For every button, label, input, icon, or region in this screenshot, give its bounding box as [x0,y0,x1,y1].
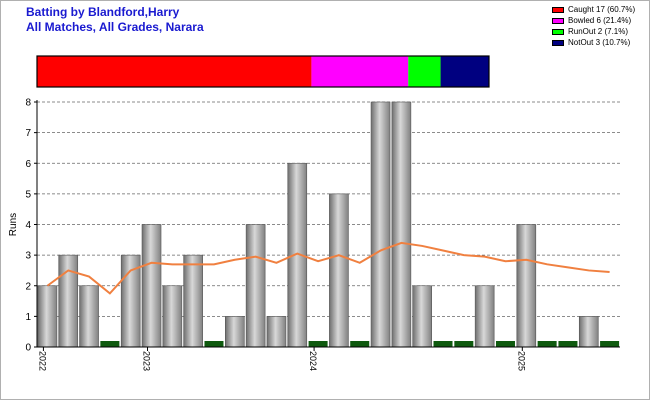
zero-marker-innings-26 [558,341,578,347]
zero-marker-innings-16 [350,341,370,347]
legend-label-notout: NotOut 3 (10.7%) [568,38,631,47]
legend: Caught 17 (60.7%) Bowled 6 (21.4%) RunOu… [552,4,635,48]
y-tick-label-5: 5 [25,189,31,200]
bar-innings-15 [329,193,349,348]
legend-item-runout: RunOut 2 (7.1%) [552,26,635,37]
bar-innings-22 [474,285,495,348]
bar-innings-8 [183,254,203,348]
zero-marker-innings-28 [600,341,620,347]
legend-label-runout: RunOut 2 (7.1%) [568,27,629,36]
dismissal-segment-notout [440,56,489,87]
bar-innings-24 [516,224,537,348]
zero-marker-innings-25 [537,341,557,347]
bar-innings-27 [578,316,599,348]
legend-swatch-runout [552,28,564,35]
y-tick-label-8: 8 [25,98,31,109]
y-tick-label-7: 7 [25,128,31,139]
bar-innings-2 [58,254,79,348]
average-line [46,241,610,295]
chart-title: Batting by Blandford,Harry [26,5,180,19]
zero-marker-innings-23 [495,341,515,347]
bar-innings-3 [79,285,99,348]
bar-innings-6 [141,224,162,348]
legend-item-caught: Caught 17 (60.7%) [552,4,635,15]
bar-innings-18 [391,101,412,348]
y-tick-label-1: 1 [25,312,31,323]
y-tick-label-3: 3 [25,251,31,262]
bar-innings-12 [266,316,287,348]
bar-innings-11 [245,224,266,348]
y-tick-label-2: 2 [25,281,31,292]
zero-marker-innings-4 [100,341,120,347]
zero-marker-innings-9 [204,341,224,347]
y-tick-label-4: 4 [25,220,31,231]
bar-innings-10 [225,316,245,348]
bar-innings-17 [370,101,391,348]
y-tick-label-6: 6 [25,159,31,170]
chart-subtitle: All Matches, All Grades, Narara [26,20,204,34]
legend-label-caught: Caught 17 (60.7%) [568,5,636,14]
y-tick-label-0: 0 [25,343,31,354]
legend-item-bowled: Bowled 6 (21.4%) [552,15,635,26]
x-year-label-2023: 2023 [142,351,152,371]
legend-label-bowled: Bowled 6 (21.4%) [568,16,632,25]
bar-innings-19 [412,285,432,348]
x-year-label-2022: 2022 [37,351,47,371]
legend-item-notout: NotOut 3 (10.7%) [552,37,635,48]
zero-marker-innings-21 [454,341,474,347]
dismissal-segment-bowled [311,56,409,87]
legend-swatch-bowled [552,17,564,24]
zero-marker-innings-20 [433,341,453,347]
dismissal-segment-runout [408,56,441,87]
dismissal-bar-outline [36,55,490,88]
y-axis-label: Runs [8,213,19,236]
x-year-label-2024: 2024 [308,351,318,371]
legend-swatch-caught [552,6,564,13]
legend-swatch-notout [552,39,564,46]
dismissal-segment-caught [37,56,312,87]
x-year-label-2025: 2025 [516,351,526,371]
bar-innings-7 [162,285,183,348]
zero-marker-innings-14 [308,341,328,347]
bar-innings-1 [37,285,58,348]
